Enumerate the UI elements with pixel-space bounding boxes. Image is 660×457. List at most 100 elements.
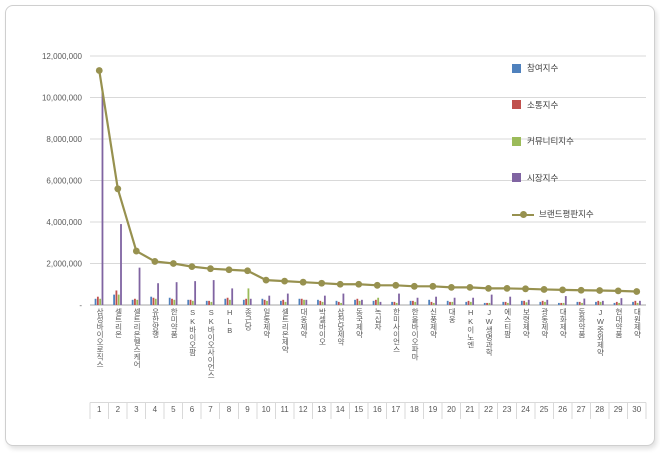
bar — [398, 293, 400, 305]
rank-label: 3 — [134, 405, 139, 414]
line-marker — [207, 265, 214, 273]
line-marker — [448, 283, 455, 291]
bar — [173, 299, 176, 305]
line-marker — [151, 258, 159, 265]
bar — [361, 299, 363, 305]
legend-line-swatch — [512, 210, 534, 219]
bar — [412, 300, 414, 305]
bar — [138, 267, 141, 305]
rank-label: 15 — [354, 405, 364, 414]
rank-label: 9 — [245, 405, 250, 414]
legend-item-2: 커뮤니티지수 — [512, 123, 594, 160]
category-label: 한올바이오파마 — [410, 308, 420, 361]
rank-label: 4 — [152, 405, 158, 414]
category-label: JW생명과학 — [484, 308, 494, 356]
bar — [391, 301, 393, 305]
rank-label: 29 — [613, 405, 623, 414]
bar — [453, 297, 456, 305]
bar — [300, 298, 303, 305]
bar — [414, 301, 417, 305]
bar — [266, 300, 268, 305]
bar — [486, 302, 488, 305]
bar — [509, 296, 512, 305]
bar — [504, 301, 507, 305]
bar — [210, 301, 213, 305]
category-label: 셀트리온헬스케어 — [132, 308, 142, 368]
bar — [576, 301, 579, 305]
bar — [432, 302, 435, 305]
line-marker — [373, 281, 381, 289]
y-tick-label: 6,000,000 — [46, 177, 82, 186]
category-label: HLB — [225, 308, 235, 335]
bar — [134, 298, 136, 305]
bar — [175, 282, 178, 305]
bar — [465, 301, 468, 305]
category-label: 신풍제약 — [429, 308, 439, 338]
category-label: 동국제약 — [354, 308, 364, 338]
bar — [171, 298, 173, 305]
bar — [472, 297, 475, 305]
bar — [268, 295, 271, 305]
y-tick-label: 2,000,000 — [46, 260, 82, 269]
bar — [305, 299, 308, 305]
bar — [323, 295, 326, 305]
bar — [212, 280, 215, 305]
bar — [245, 298, 248, 305]
category-label: 대화제약 — [558, 308, 568, 338]
chart-card: - 2,000,000 4,000,000 6,000,000 8,000,000 10,… — [5, 5, 655, 446]
bar — [374, 299, 377, 305]
rank-label: 12 — [298, 405, 308, 414]
category-label: 종근당 — [243, 308, 253, 331]
bar — [319, 300, 322, 305]
y-tick-label: 12,000,000 — [42, 52, 83, 61]
bar — [194, 281, 197, 305]
rank-label: 14 — [335, 405, 345, 414]
rank-label: 24 — [521, 405, 530, 414]
bar — [189, 299, 192, 305]
legend-label: 참여지수 — [527, 63, 559, 74]
legend-item-4: 브랜드평판지수 — [512, 196, 594, 233]
bar — [168, 297, 171, 305]
bar — [280, 300, 282, 305]
line-marker — [132, 247, 140, 255]
line-marker — [614, 287, 622, 295]
legend-item-3: 시장지수 — [512, 160, 594, 197]
bar — [541, 300, 544, 305]
line-marker — [485, 285, 492, 292]
bar — [356, 298, 359, 305]
category-label: 삼성바이오로직스 — [95, 308, 105, 368]
bar — [298, 298, 301, 305]
bar — [342, 293, 345, 305]
category-label: 일동제약 — [262, 308, 272, 338]
bar — [303, 299, 305, 305]
rank-label: 17 — [391, 405, 401, 414]
rank-label: 8 — [226, 405, 232, 414]
bar — [639, 300, 641, 305]
line-marker — [559, 286, 566, 294]
line-marker — [410, 282, 418, 290]
bar — [525, 302, 528, 305]
category-label: 셀트리온 — [114, 308, 124, 338]
rank-label: 6 — [189, 405, 195, 414]
bar — [284, 301, 287, 305]
line-marker — [466, 283, 474, 291]
bar — [539, 301, 542, 305]
bar-series-2 — [99, 288, 639, 305]
brand-reputation-chart: - 2,000,000 4,000,000 6,000,000 8,000,000 10,… — [6, 6, 654, 445]
bar — [469, 301, 472, 305]
rank-label: 5 — [171, 405, 176, 414]
bar — [488, 302, 491, 305]
bar-series-3 — [101, 91, 641, 306]
legend-color-swatch — [512, 136, 521, 146]
bar — [242, 299, 245, 305]
rank-label: 2 — [115, 405, 121, 414]
rank-label: 19 — [428, 405, 438, 414]
bar — [231, 288, 234, 305]
category-label: 현대약품 — [614, 308, 624, 338]
rank-label: 30 — [632, 405, 642, 414]
bar — [247, 288, 250, 305]
bar — [263, 299, 266, 305]
line-marker — [299, 278, 307, 286]
bar — [599, 301, 602, 305]
bar — [502, 301, 505, 305]
